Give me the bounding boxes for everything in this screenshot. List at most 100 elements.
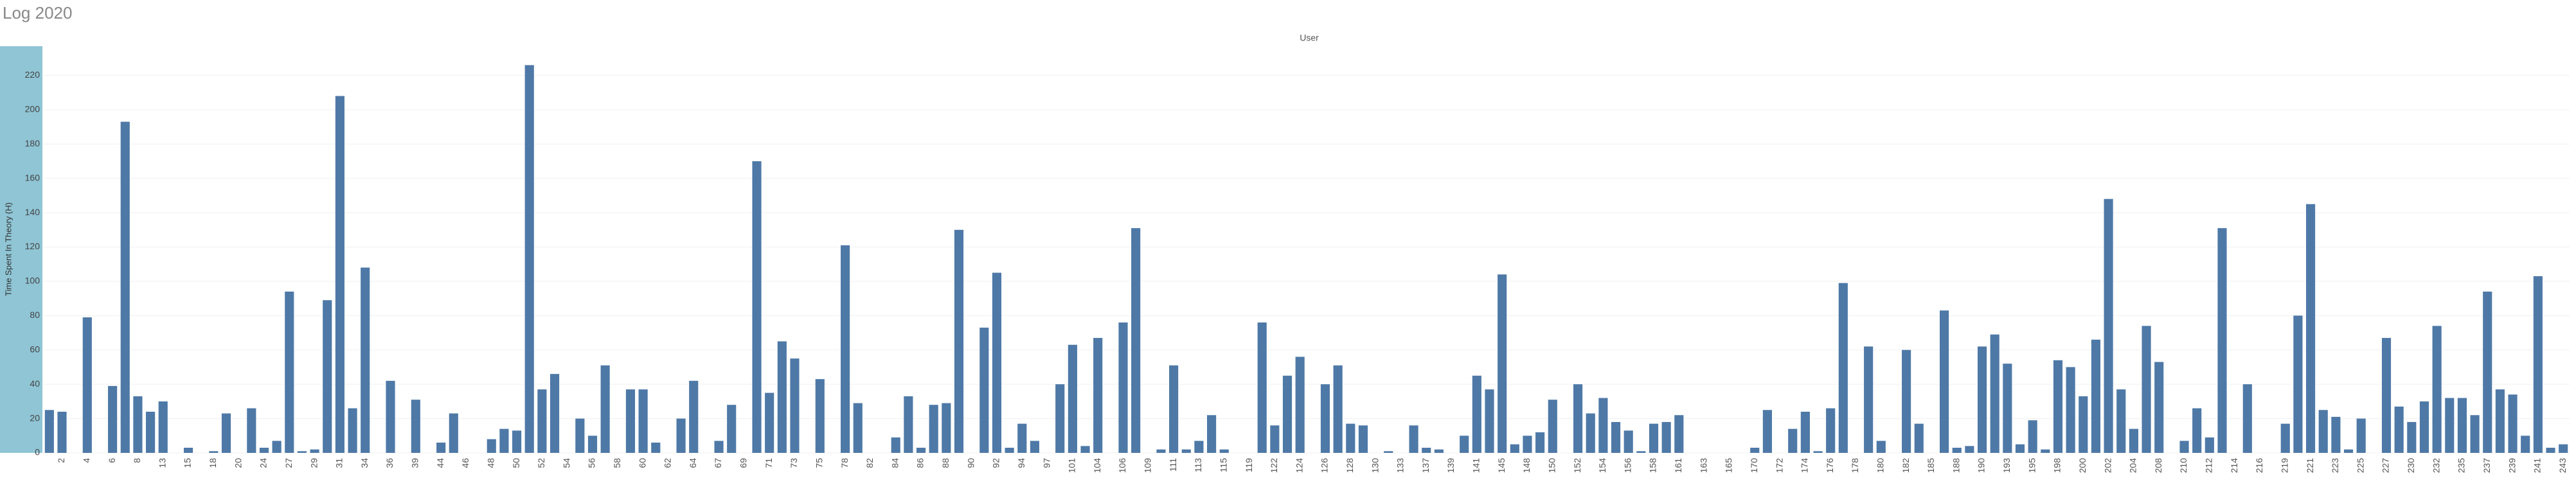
x-tick-label: 54 (561, 458, 571, 468)
bar (2343, 449, 2354, 453)
bar (2015, 444, 2025, 453)
bar (209, 451, 219, 453)
bar (1586, 413, 1595, 453)
bar (2445, 398, 2455, 453)
bar (1535, 432, 1545, 453)
bar (537, 389, 547, 453)
bar (361, 267, 370, 453)
bar (2079, 396, 2088, 453)
bar (1674, 415, 1684, 453)
x-tick-label: 36 (384, 458, 395, 468)
y-tick-label: 140 (25, 207, 40, 217)
x-tick-label: 150 (1546, 458, 1557, 473)
chart-title: Log 2020 (3, 3, 72, 22)
x-tick-label: 165 (1724, 458, 1734, 473)
y-tick-label: 80 (30, 310, 40, 320)
bar (2318, 410, 2328, 453)
bar (1434, 449, 1444, 453)
x-tick-label: 2 (56, 458, 66, 463)
bar (2041, 449, 2050, 453)
bar (2495, 389, 2505, 453)
y-axis-panel (0, 46, 42, 453)
x-tick-label: 34 (359, 458, 370, 468)
y-axis-label: Time Spent In Theory (H) (3, 202, 13, 296)
bar (183, 447, 193, 453)
bar (2457, 398, 2467, 453)
bar (1472, 375, 1481, 453)
bar (790, 358, 800, 453)
x-tick-label: 115 (1218, 458, 1228, 473)
bar (2142, 326, 2151, 453)
bar (2242, 384, 2252, 453)
bar (133, 396, 143, 453)
x-tick-label: 20 (233, 458, 243, 468)
bar (2205, 437, 2214, 453)
bar (1952, 447, 1962, 453)
bar (1118, 322, 1128, 453)
bar (2419, 401, 2429, 453)
bar (1977, 346, 1987, 453)
bar (310, 449, 319, 453)
bar (348, 408, 357, 453)
bar (1409, 425, 1418, 453)
x-tick-label: 78 (839, 458, 850, 468)
bar (1940, 310, 1949, 453)
y-tick-label: 120 (25, 241, 40, 251)
x-tick-label: 180 (1875, 458, 1886, 473)
x-tick-label: 109 (1143, 458, 1153, 473)
x-tick-label: 52 (536, 458, 546, 468)
bar (954, 229, 964, 453)
bar (651, 442, 661, 453)
x-tick-label: 193 (2001, 458, 2012, 473)
bar (1636, 451, 1646, 453)
bar (1510, 444, 1519, 453)
x-tick-label: 90 (965, 458, 976, 468)
x-tick-label: 133 (1395, 458, 1406, 473)
x-tick-label: 161 (1673, 458, 1683, 473)
bar (1498, 274, 1507, 453)
bar (1005, 447, 1014, 453)
bar (1965, 446, 1974, 453)
x-tick-label: 128 (1345, 458, 1355, 473)
x-tick-label: 27 (283, 458, 294, 468)
bar (2381, 338, 2392, 453)
bar (638, 389, 648, 453)
x-tick-label: 208 (2153, 458, 2163, 473)
bar (2432, 326, 2442, 453)
x-tick-label: 92 (991, 458, 1001, 468)
x-tick-label: 148 (1521, 458, 1532, 473)
x-tick-label: 48 (485, 458, 496, 468)
x-tick-label: 60 (637, 458, 647, 468)
x-tick-label: 188 (1951, 458, 1961, 473)
bar (1358, 425, 1368, 453)
bar (853, 403, 863, 453)
bar (1169, 365, 1179, 453)
x-tick-label: 75 (814, 458, 824, 468)
bar (1093, 338, 1103, 453)
bar (992, 272, 1002, 453)
bar (1623, 430, 1633, 453)
x-tick-label: 124 (1294, 458, 1304, 473)
x-tick-label: 44 (435, 458, 445, 468)
bar (1573, 384, 1583, 453)
bar (1485, 389, 1494, 453)
x-tick-label: 113 (1193, 458, 1203, 473)
bar (1523, 436, 1532, 453)
bar (625, 389, 636, 453)
bar (765, 392, 774, 453)
x-tick-label: 139 (1445, 458, 1456, 473)
bar (2154, 362, 2164, 453)
bar (1320, 384, 1330, 453)
bar (2356, 418, 2366, 453)
bar (323, 300, 332, 453)
bar (891, 437, 900, 453)
x-tick-label: 200 (2077, 458, 2088, 473)
bar (815, 379, 825, 453)
x-tick-label: 73 (789, 458, 799, 468)
bar (2053, 360, 2063, 453)
x-tick-label: 178 (1850, 458, 1860, 473)
bar (2394, 406, 2404, 453)
x-tick-label: 190 (1976, 458, 1987, 473)
bar (1068, 344, 1077, 453)
bar (2091, 339, 2101, 453)
